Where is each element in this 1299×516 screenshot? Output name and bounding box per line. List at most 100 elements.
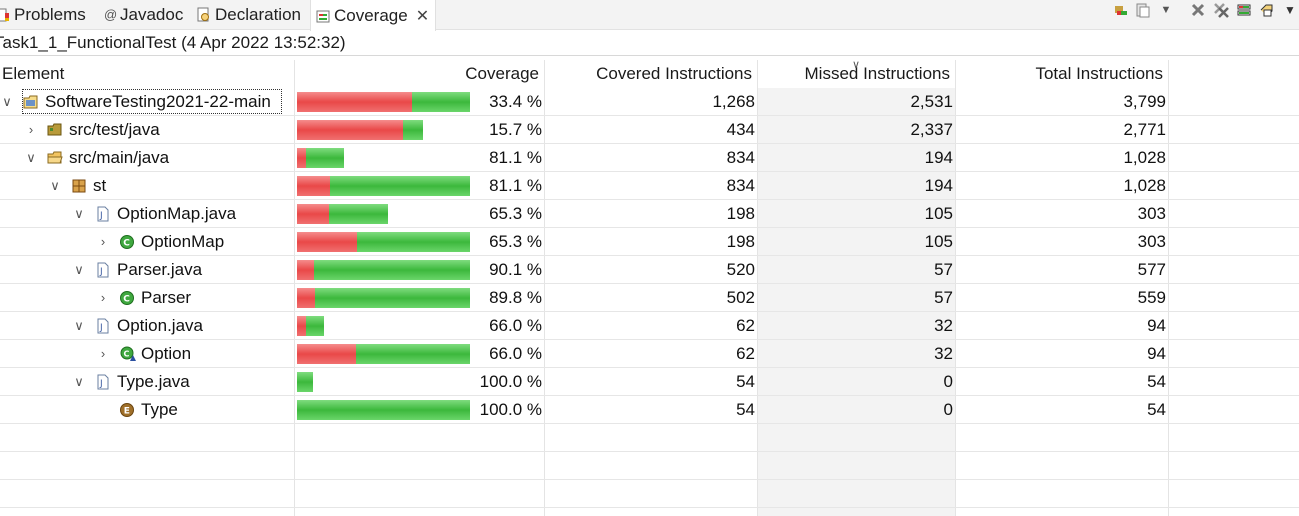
- tab-coverage[interactable]: Coverage ✕: [310, 0, 436, 31]
- column-divider: [955, 60, 956, 516]
- total-instructions-value: 1,028: [1123, 175, 1166, 195]
- total-instructions-value: 303: [1137, 203, 1166, 223]
- svg-text:J: J: [99, 323, 103, 333]
- declaration-icon: [197, 7, 211, 23]
- coverage-percent: 89.8 %: [489, 287, 542, 307]
- coverage-bar: [297, 120, 423, 140]
- expanded-twisty-icon[interactable]: ∨: [74, 261, 84, 277]
- tab-javadoc[interactable]: @ Javadoc: [104, 0, 183, 30]
- missed-instructions-value: 57: [934, 259, 953, 279]
- missed-bar-segment: [297, 316, 306, 336]
- covered-instructions-value: 502: [726, 287, 755, 307]
- coverage-bar: [297, 260, 470, 280]
- element-name: src/main/java: [69, 147, 170, 167]
- package-icon: [71, 178, 87, 194]
- remove-all-sessions-icon[interactable]: [1212, 1, 1230, 19]
- empty-row: [0, 452, 1299, 480]
- total-instructions-value: 2,771: [1123, 119, 1166, 139]
- coverage-bar: [297, 372, 313, 392]
- covered-instructions-value: 62: [736, 343, 755, 363]
- missed-bar-segment: [297, 204, 329, 224]
- element-name: Parser.java: [117, 259, 203, 279]
- coverage-percent: 65.3 %: [489, 231, 542, 251]
- java-file-icon: J: [95, 318, 111, 334]
- table-row[interactable]: E Type 100.0 % 54 0 54: [0, 396, 1299, 424]
- session-dropdown-icon[interactable]: [1134, 1, 1152, 19]
- column-header-coverage[interactable]: Coverage: [465, 64, 539, 83]
- tab-problems[interactable]: Problems: [0, 0, 86, 30]
- coverage-session-title: Task1_1_FunctionalTest (4 Apr 2022 13:52…: [0, 33, 346, 52]
- expanded-twisty-icon[interactable]: ∨: [74, 317, 84, 333]
- coverage-percent: 90.1 %: [489, 259, 542, 279]
- coverage-percent: 66.0 %: [489, 343, 542, 363]
- coverage-percent: 81.1 %: [489, 147, 542, 167]
- table-row[interactable]: ∨ J Option.java 66.0 % 62 32 94: [0, 312, 1299, 340]
- source-folder-icon: [47, 122, 63, 138]
- divider: [0, 55, 1299, 56]
- table-row[interactable]: ∨ st 81.1 % 834 194 1,028: [0, 172, 1299, 200]
- remove-session-icon[interactable]: [1189, 1, 1207, 19]
- coverage-bar: [297, 344, 470, 364]
- coverage-table: Element Coverage Covered Instructions Mi…: [0, 59, 1299, 516]
- run-coverage-icon[interactable]: [1112, 1, 1130, 19]
- link-with-editor-icon[interactable]: [1258, 1, 1276, 19]
- missed-instructions-value: 105: [924, 231, 953, 251]
- coverage-bar: [297, 288, 470, 308]
- table-row[interactable]: › C OptionMap 65.3 % 198 105 303: [0, 228, 1299, 256]
- coverage-percent: 100.0 %: [479, 371, 542, 391]
- missed-instructions-value: 0: [943, 399, 953, 419]
- expanded-twisty-icon[interactable]: ∨: [74, 205, 84, 221]
- covered-instructions-value: 198: [726, 203, 755, 223]
- chevron-down-icon[interactable]: ▼: [1160, 4, 1172, 16]
- empty-row: [0, 424, 1299, 452]
- expanded-twisty-icon[interactable]: ∨: [50, 177, 60, 193]
- table-row[interactable]: › C Option 66.0 % 62 32 94: [0, 340, 1299, 368]
- missed-bar-segment: [297, 120, 403, 140]
- expanded-twisty-icon[interactable]: ∨: [26, 149, 36, 165]
- expanded-twisty-icon[interactable]: ∨: [74, 373, 84, 389]
- collapsed-twisty-icon[interactable]: ›: [100, 234, 106, 249]
- missed-bar-segment: [297, 92, 412, 112]
- table-row[interactable]: ∨ J OptionMap.java 65.3 % 198 105 303: [0, 200, 1299, 228]
- collapse-all-icon[interactable]: [1235, 1, 1253, 19]
- expanded-twisty-icon[interactable]: ∨: [2, 93, 12, 109]
- table-row[interactable]: › C Parser 89.8 % 502 57 559: [0, 284, 1299, 312]
- covered-instructions-value: 834: [726, 175, 755, 195]
- table-row[interactable]: ∨ src/main/java 81.1 % 834 194 1,028: [0, 144, 1299, 172]
- total-instructions-value: 54: [1147, 371, 1166, 391]
- covered-bar-segment: [306, 316, 324, 336]
- empty-row: [0, 480, 1299, 508]
- javadoc-icon: @: [104, 7, 118, 22]
- tab-label: Problems: [14, 5, 86, 24]
- missed-instructions-value: 105: [924, 203, 953, 223]
- class-icon: C: [119, 234, 135, 250]
- column-header-missed-instructions[interactable]: Missed Instructions: [804, 64, 951, 83]
- collapsed-twisty-icon[interactable]: ›: [100, 346, 106, 361]
- collapsed-twisty-icon[interactable]: ›: [100, 290, 106, 305]
- missed-instructions-value: 57: [934, 287, 953, 307]
- coverage-percent: 81.1 %: [489, 175, 542, 195]
- table-row[interactable]: ∨ SoftwareTesting2021-22-main 33.4 % 1,268 2…: [0, 88, 1299, 116]
- tab-declaration[interactable]: Declaration: [197, 0, 301, 30]
- tab-label: Declaration: [215, 5, 301, 24]
- missed-instructions-value: 2,337: [910, 119, 953, 139]
- column-header-covered-instructions[interactable]: Covered Instructions: [596, 64, 752, 83]
- coverage-percent: 66.0 %: [489, 315, 542, 335]
- table-row[interactable]: ∨ J Parser.java 90.1 % 520 57 577: [0, 256, 1299, 284]
- collapsed-twisty-icon[interactable]: ›: [28, 122, 34, 137]
- coverage-bar: [297, 92, 470, 112]
- close-icon[interactable]: ✕: [415, 7, 430, 25]
- total-instructions-value: 559: [1137, 287, 1166, 307]
- sorted-column-highlight: [757, 88, 955, 516]
- svg-text:E: E: [124, 407, 130, 417]
- tab-label: Coverage: [334, 5, 408, 25]
- table-row[interactable]: › src/test/java 15.7 % 434 2,337 2,771: [0, 116, 1299, 144]
- column-header-total-instructions[interactable]: Total Instructions: [1035, 64, 1163, 83]
- table-row[interactable]: ∨ J Type.java 100.0 % 54 0 54: [0, 368, 1299, 396]
- view-menu-icon[interactable]: ▼: [1284, 3, 1296, 17]
- missed-instructions-value: 2,531: [910, 91, 953, 111]
- column-header-element[interactable]: Element: [2, 64, 65, 83]
- covered-instructions-value: 62: [736, 315, 755, 335]
- total-instructions-value: 577: [1137, 259, 1166, 279]
- covered-instructions-value: 1,268: [712, 91, 755, 111]
